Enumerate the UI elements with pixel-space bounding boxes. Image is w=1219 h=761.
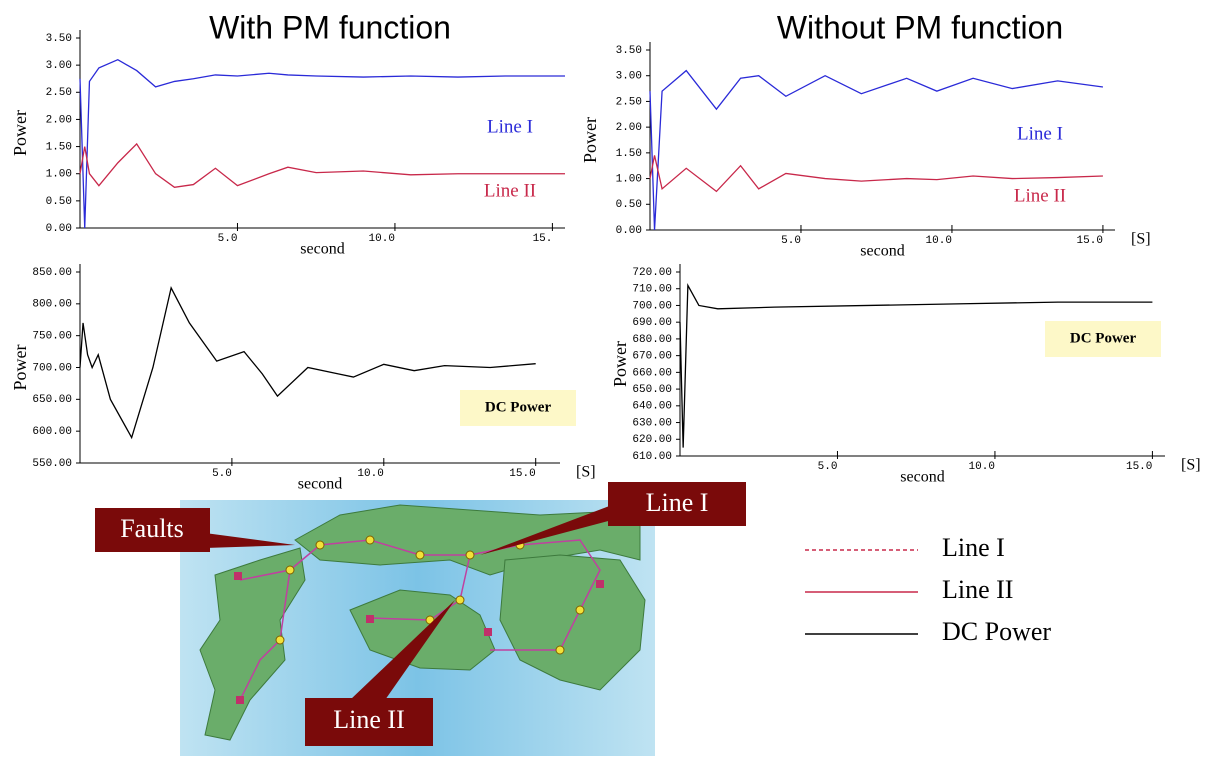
y-tick-label: 2.00 <box>46 114 72 126</box>
y-tick-label: 650.00 <box>32 394 72 406</box>
series-line <box>79 286 536 440</box>
callout-box <box>95 508 210 552</box>
y-tick-label: 0.50 <box>46 196 72 208</box>
y-axis-label: Power <box>610 341 630 387</box>
x-tick-label: 15.0 <box>509 468 535 480</box>
x-tick-label: 5.0 <box>781 235 801 247</box>
y-tick-label: 630.00 <box>632 417 672 429</box>
series-line <box>79 58 565 229</box>
series-label: Line II <box>484 180 536 201</box>
legend-label: Line II <box>942 575 1013 604</box>
map-island <box>499 554 646 691</box>
y-tick-label: 1.00 <box>616 173 642 185</box>
y-tick-label: 700.00 <box>32 362 72 374</box>
legend-label: Line I <box>942 533 1005 562</box>
y-tick-label: 700.00 <box>632 300 672 312</box>
x-axis-label: second <box>300 241 344 258</box>
callout-box <box>608 482 746 526</box>
x-tick-label: 10.0 <box>926 235 952 247</box>
chart: 0.00 0.50 1.00 1.50 2.00 2.50 3.00 3.50 5.0 10.0 1… <box>580 9 1150 259</box>
chart: 610.00 620.00 630.00 640.00 650.00 660.00 670.… <box>610 264 1201 486</box>
y-tick-label: 600.00 <box>32 426 72 438</box>
callout-box <box>305 698 433 746</box>
chart-title: With PM function <box>209 9 451 45</box>
y-tick-label: 660.00 <box>632 367 672 379</box>
legend-label: DC Power <box>942 617 1051 646</box>
series-label: DC Power <box>1070 330 1137 346</box>
y-tick-label: 0.50 <box>616 199 642 211</box>
y-tick-label: 690.00 <box>632 317 672 329</box>
map: Faults Line I Line II <box>95 482 746 756</box>
y-axis-label: Power <box>580 117 600 163</box>
line2-label: Line II <box>333 705 404 734</box>
y-tick-label: 1.50 <box>46 141 72 153</box>
x-unit: [S] <box>1131 231 1151 248</box>
y-tick-label: 550.00 <box>32 458 72 470</box>
y-tick-label: 800.00 <box>32 299 72 311</box>
y-tick-label: 3.50 <box>46 33 72 45</box>
x-unit: [S] <box>1181 457 1201 474</box>
x-tick-label: 10.0 <box>969 461 995 473</box>
x-axis-label: second <box>900 469 944 486</box>
y-tick-label: 640.00 <box>632 401 672 413</box>
y-tick-label: 620.00 <box>632 434 672 446</box>
y-tick-label: 710.00 <box>632 284 672 296</box>
series-line <box>649 155 1103 193</box>
y-tick-label: 610.00 <box>632 451 672 463</box>
label-box <box>460 390 576 426</box>
x-tick-label: 5.0 <box>218 233 238 245</box>
series-label: Line II <box>1014 185 1066 206</box>
y-tick-label: 750.00 <box>32 331 72 343</box>
y-tick-label: 2.50 <box>46 87 72 99</box>
chart-title: Without PM function <box>777 9 1063 45</box>
y-tick-label: 850.00 <box>32 267 72 279</box>
x-axis-label: second <box>298 476 342 493</box>
y-tick-label: 1.00 <box>46 169 72 181</box>
y-tick-label: 0.00 <box>46 223 72 235</box>
callout-pointer <box>480 505 612 555</box>
x-unit: [S] <box>576 464 596 481</box>
y-tick-label: 670.00 <box>632 351 672 363</box>
label-box <box>1045 321 1161 357</box>
y-tick-label: 2.00 <box>616 122 642 134</box>
y-axis-label: Power <box>10 345 30 391</box>
x-axis-label: second <box>860 243 904 260</box>
callout-pointer <box>205 533 295 548</box>
callout-pointer <box>350 600 455 700</box>
y-axis-label: Power <box>10 110 30 156</box>
y-tick-label: 2.50 <box>616 96 642 108</box>
y-tick-label: 680.00 <box>632 334 672 346</box>
y-tick-label: 1.50 <box>616 148 642 160</box>
fault-label: Faults <box>120 514 184 543</box>
map-island <box>199 547 306 741</box>
x-tick-label: 15.0 <box>1077 235 1103 247</box>
y-tick-label: 650.00 <box>632 384 672 396</box>
series-line <box>79 142 565 188</box>
y-tick-label: 0.00 <box>616 225 642 237</box>
map-stations <box>234 572 604 704</box>
x-tick-label: 10.0 <box>369 233 395 245</box>
chart: 550.00 600.00 650.00 700.00 750.00 800.00 850.… <box>10 264 596 493</box>
x-tick-label: 5.0 <box>212 468 232 480</box>
x-tick-label: 15. <box>533 233 553 245</box>
y-tick-label: 3.50 <box>616 45 642 57</box>
y-tick-label: 720.00 <box>632 267 672 279</box>
y-tick-label: 3.00 <box>46 60 72 72</box>
series-label: Line I <box>1017 123 1063 144</box>
x-tick-label: 15.0 <box>1126 461 1152 473</box>
series-line <box>679 282 1153 448</box>
x-tick-label: 5.0 <box>818 461 838 473</box>
series-label: DC Power <box>485 399 552 415</box>
series-line <box>649 69 1104 231</box>
line1-label: Line I <box>646 488 709 517</box>
y-tick-label: 3.00 <box>616 71 642 83</box>
x-tick-label: 10.0 <box>357 468 383 480</box>
chart: 0.00 0.50 1.00 1.50 2.00 2.50 3.00 3.50 5.0 10.0 1… <box>10 9 565 258</box>
series-label: Line I <box>487 116 533 137</box>
